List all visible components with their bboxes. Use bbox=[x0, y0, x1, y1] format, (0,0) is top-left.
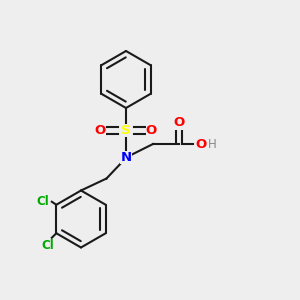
Text: O: O bbox=[195, 137, 207, 151]
Text: O: O bbox=[95, 124, 106, 137]
Text: O: O bbox=[146, 124, 157, 137]
Text: Cl: Cl bbox=[36, 195, 49, 208]
Text: O: O bbox=[173, 116, 184, 130]
Text: Cl: Cl bbox=[41, 239, 54, 252]
Text: S: S bbox=[121, 124, 131, 137]
Text: N: N bbox=[120, 151, 132, 164]
Text: H: H bbox=[208, 137, 217, 151]
